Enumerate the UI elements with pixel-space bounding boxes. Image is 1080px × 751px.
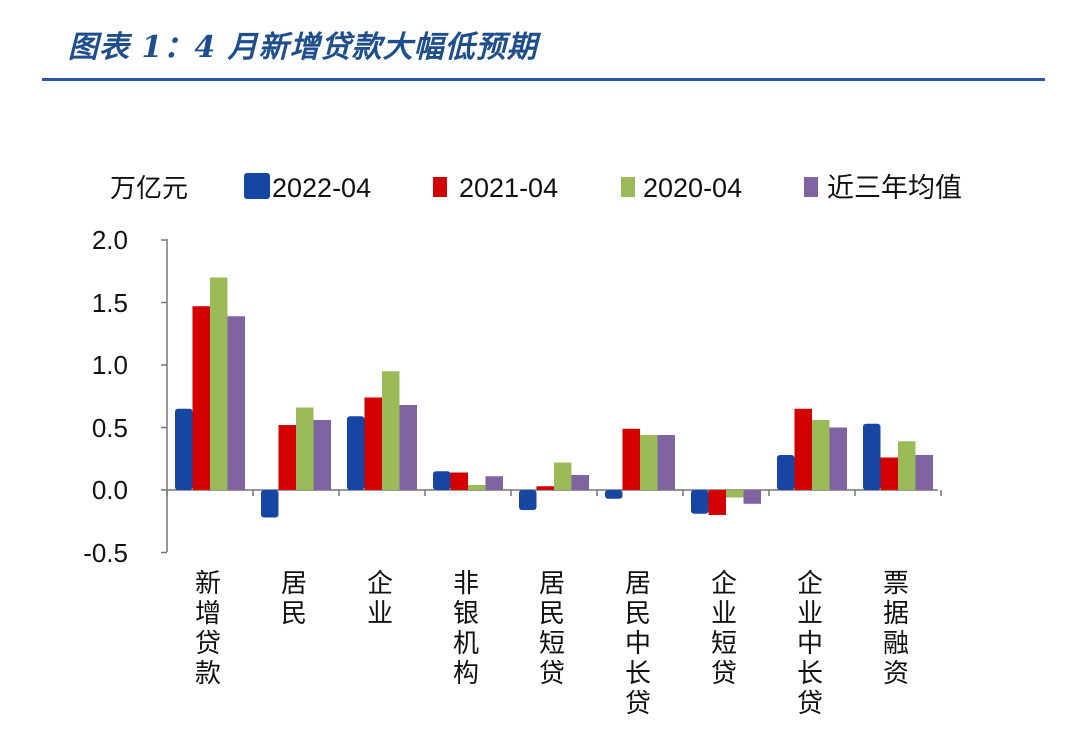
bar-2021-04-居民短贷 [536, 486, 554, 490]
bar-2020-04-居民中长贷 [640, 435, 658, 490]
bar-2022-04-居民短贷 [519, 490, 537, 510]
y-tick-label: 1.0 [92, 350, 128, 380]
bar-2021-04-企业短贷 [708, 490, 726, 515]
category-label: 企业中长贷 [797, 569, 823, 719]
y-tick-label: 0.5 [92, 413, 128, 443]
bar-近三年均值-新增贷款 [227, 316, 245, 490]
bar-近三年均值-企业短贷 [743, 490, 761, 504]
bar-近三年均值-居民短贷 [571, 475, 589, 490]
bar-2022-04-票据融资 [863, 423, 881, 490]
bar-近三年均值-票据融资 [915, 455, 933, 490]
bar-2020-04-票据融资 [898, 441, 916, 490]
bar-2021-04-票据融资 [880, 457, 898, 490]
legend-label-2022: 2022-04 [272, 173, 371, 203]
bar-2021-04-企业 [364, 397, 382, 490]
category-label: 居民 [281, 569, 307, 629]
category-label: 居民短贷 [539, 569, 565, 689]
bar-近三年均值-居民 [313, 420, 331, 490]
bar-近三年均值-企业 [399, 405, 417, 490]
bar-2022-04-居民中长贷 [605, 490, 623, 499]
bar-2021-04-新增贷款 [192, 306, 210, 490]
legend-label-avg: 近三年均值 [827, 173, 962, 203]
y-tick-label: -0.5 [83, 538, 128, 568]
legend-swatch-2020 [621, 177, 635, 197]
category-label: 新增贷款 [195, 569, 221, 689]
category-label: 居民中长贷 [625, 569, 651, 719]
bar-2022-04-非银机构 [433, 471, 451, 490]
bar-2022-04-企业中长贷 [777, 455, 795, 490]
bar-2021-04-居民 [278, 425, 296, 490]
legend-swatch-2022 [244, 173, 270, 199]
bar-2022-04-企业 [347, 416, 365, 490]
legend-swatch-2021 [433, 177, 447, 197]
unit-label: 万亿元 [110, 174, 188, 204]
figure-title: 图表 1：4 月新增贷款大幅低预期 [68, 30, 538, 65]
bar-近三年均值-居民中长贷 [657, 435, 675, 490]
category-label: 非银机构 [453, 569, 479, 689]
legend-swatch-avg [804, 177, 818, 197]
legend: 2022-04 2021-04 2020-04 近三年均值 [244, 173, 962, 203]
y-tick-label: 2.0 [92, 225, 128, 255]
bar-2021-04-企业中长贷 [794, 408, 812, 490]
bar-近三年均值-非银机构 [485, 476, 503, 490]
bars [175, 277, 933, 518]
y-tick-label: 1.5 [92, 288, 128, 318]
y-ticks: 2.0 1.5 1.0 0.5 0.0 -0.5 [83, 225, 167, 568]
category-label: 企业短贷 [711, 569, 737, 689]
bar-2022-04-居民 [261, 490, 279, 518]
bar-2022-04-企业短贷 [691, 490, 709, 514]
bar-2022-04-新增贷款 [175, 408, 193, 490]
category-label: 企业 [367, 569, 393, 629]
bar-2020-04-企业 [382, 371, 400, 490]
bar-2020-04-非银机构 [468, 485, 486, 490]
y-tick-label: 0.0 [92, 475, 128, 505]
bar-2020-04-新增贷款 [210, 277, 228, 490]
bar-2020-04-居民 [296, 407, 314, 490]
legend-label-2020: 2020-04 [643, 173, 742, 203]
category-label: 票据融资 [883, 569, 909, 689]
title-rule [42, 78, 1045, 81]
bar-2021-04-居民中长贷 [622, 428, 640, 490]
bar-2020-04-企业短贷 [726, 490, 744, 498]
bar-2020-04-企业中长贷 [812, 420, 830, 490]
legend-label-2021: 2021-04 [459, 173, 558, 203]
bar-2021-04-非银机构 [450, 472, 468, 490]
bar-近三年均值-企业中长贷 [829, 427, 847, 490]
bar-2020-04-居民短贷 [554, 462, 572, 490]
